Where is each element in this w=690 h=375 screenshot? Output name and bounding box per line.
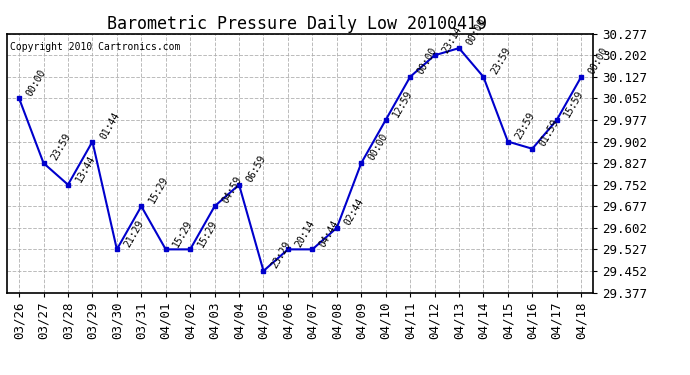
Text: 13:44: 13:44 [74,153,97,184]
Text: 15:29: 15:29 [171,218,195,249]
Text: 00:00: 00:00 [25,67,48,98]
Text: 12:59: 12:59 [391,89,415,119]
Text: 04:44: 04:44 [318,218,342,249]
Text: 23:59: 23:59 [513,110,537,141]
Text: 02:44: 02:44 [342,196,366,227]
Text: 23:59: 23:59 [49,132,72,162]
Text: 15:29: 15:29 [196,218,219,249]
Text: 23:14: 23:14 [440,24,464,54]
Text: 23:29: 23:29 [269,240,293,270]
Text: 23:59: 23:59 [489,46,513,76]
Text: 15:29: 15:29 [147,175,170,206]
Text: 00:00: 00:00 [464,17,488,47]
Text: Copyright 2010 Cartronics.com: Copyright 2010 Cartronics.com [10,42,180,51]
Text: Barometric Pressure Daily Low 20100419: Barometric Pressure Daily Low 20100419 [107,15,486,33]
Text: 15:59: 15:59 [562,89,586,119]
Text: 04:59: 04:59 [220,175,244,206]
Text: 06:59: 06:59 [245,153,268,184]
Text: 00:00: 00:00 [367,132,390,162]
Text: 20:14: 20:14 [293,218,317,249]
Text: 00:00: 00:00 [415,46,439,76]
Text: 21:29: 21:29 [122,218,146,249]
Text: 00:00: 00:00 [586,46,610,76]
Text: 01:59: 01:59 [538,117,561,148]
Text: 01:44: 01:44 [98,110,121,141]
